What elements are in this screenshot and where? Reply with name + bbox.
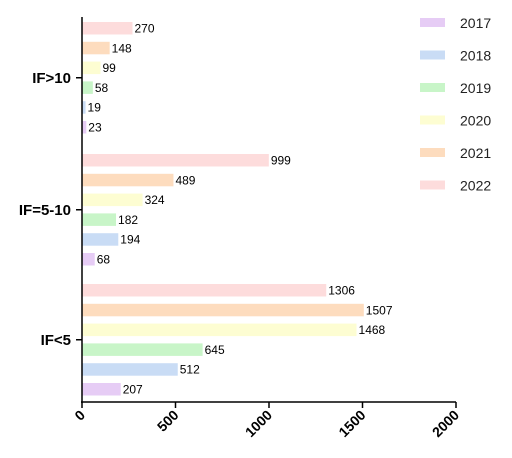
bar-2022-IF>10 — [82, 22, 133, 35]
bar-2018-IF<5 — [82, 363, 178, 376]
bar-2017-IF<5 — [82, 383, 121, 396]
data-label: 999 — [271, 154, 291, 168]
data-label: 194 — [120, 233, 140, 247]
legend-label-2018: 2018 — [460, 48, 491, 64]
bar-2019-IF=5-10 — [82, 213, 117, 226]
data-label: 270 — [134, 22, 154, 36]
legend-swatch-2021 — [420, 148, 445, 157]
bar-2020-IF<5 — [82, 323, 357, 337]
data-label: 1507 — [366, 303, 393, 317]
bar-2017-IF=5-10 — [82, 253, 95, 266]
legend-swatch-2020 — [420, 115, 445, 125]
data-label: 148 — [112, 41, 132, 55]
data-label: 58 — [95, 81, 109, 95]
y-tick-label: IF>10 — [32, 70, 71, 87]
legend-label-2022: 2022 — [460, 178, 491, 194]
data-label: 207 — [123, 383, 143, 397]
bar-2022-IF<5 — [82, 284, 327, 297]
data-label: 324 — [145, 193, 165, 207]
bar-2021-IF<5 — [82, 303, 364, 317]
bar-2018-IF=5-10 — [82, 233, 119, 246]
legend-swatch-2018 — [420, 50, 445, 60]
data-label: 645 — [205, 343, 225, 357]
legend-swatch-2022 — [420, 180, 445, 190]
bar-2020-IF=5-10 — [82, 193, 143, 207]
legend-swatch-2017 — [420, 18, 445, 27]
legend-label-2020: 2020 — [460, 113, 491, 129]
x-tick-label: 2000 — [429, 407, 462, 440]
x-tick-label: 500 — [154, 407, 182, 435]
data-label: 1468 — [359, 323, 386, 337]
x-tick-label: 0 — [71, 407, 88, 424]
data-label: 1306 — [328, 284, 355, 298]
bar-2018-IF>10 — [82, 101, 86, 114]
bar-2020-IF>10 — [82, 61, 101, 75]
data-label: 182 — [118, 213, 138, 227]
legend-label-2017: 2017 — [460, 15, 491, 31]
bar-2022-IF=5-10 — [82, 154, 269, 167]
data-label: 512 — [180, 363, 200, 377]
data-label: 19 — [88, 101, 102, 115]
data-label: 489 — [175, 173, 195, 187]
legend-label-2019: 2019 — [460, 80, 491, 96]
data-label: 99 — [103, 61, 117, 75]
legend-swatch-2019 — [420, 83, 445, 92]
x-tick-label: 1000 — [242, 407, 275, 440]
data-label: 68 — [97, 253, 111, 267]
y-tick-label: IF<5 — [41, 332, 71, 349]
bar-2019-IF<5 — [82, 343, 203, 356]
y-tick-label: IF=5-10 — [19, 202, 71, 219]
legend-label-2021: 2021 — [460, 145, 491, 161]
bar-2021-IF>10 — [82, 41, 110, 55]
x-tick-label: 1500 — [335, 407, 368, 440]
bar-2019-IF>10 — [82, 81, 93, 94]
bar-2021-IF=5-10 — [82, 173, 174, 187]
bar-2017-IF>10 — [82, 121, 87, 134]
data-label: 23 — [88, 121, 102, 135]
